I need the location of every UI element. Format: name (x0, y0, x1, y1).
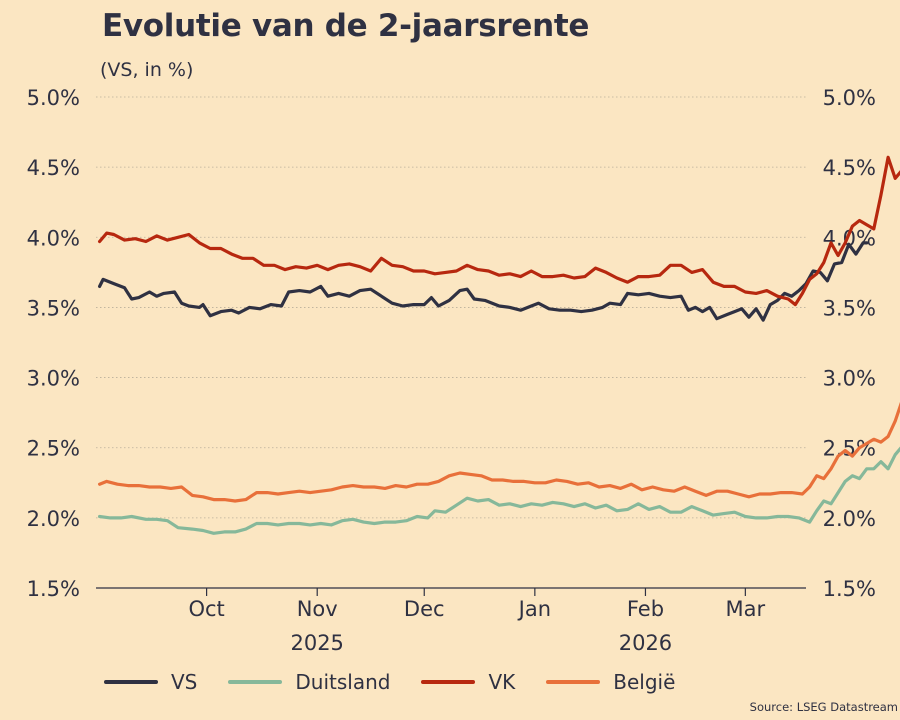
gridlines (96, 96, 806, 589)
x-year-label: 2026 (619, 631, 672, 655)
legend-item-vs: VS (104, 670, 197, 694)
y-tick-label-left: 3.0% (27, 367, 80, 391)
series-line-vs (98, 241, 869, 322)
y-tick-label-left: 4.5% (27, 156, 80, 180)
y-tick-label-left: 1.5% (27, 577, 80, 601)
x-axis: Oct Nov Dec Jan Feb Mar 2025 2026 (188, 588, 766, 655)
legend-swatch (104, 680, 158, 684)
legend-label: Duitsland (295, 670, 391, 694)
series-line-vk (98, 155, 900, 307)
y-tick-label-right: 2.5% (823, 437, 876, 461)
y-axis-right: 1.5%2.0%2.5%3.0%3.5%4.0%4.5%5.0% (823, 86, 876, 601)
y-tick-label-right: 3.0% (823, 367, 876, 391)
legend-swatch (421, 680, 476, 684)
chart-title: Evolutie van de 2-jaarsrente (102, 8, 590, 44)
legend-item-duitsland: Duitsland (228, 670, 390, 694)
y-tick-label-right: 2.0% (823, 507, 876, 531)
y-axis-left: 1.5% 2.0% 2.5% 3.0% 3.5% 4.0% 4.5% 5.0% (27, 86, 80, 601)
x-tick-label: Feb (627, 597, 664, 621)
legend-label: België (613, 670, 676, 694)
x-tick-label: Jan (517, 597, 551, 621)
y-tick-label-left: 2.5% (27, 437, 80, 461)
legend-swatch (228, 680, 283, 684)
y-tick-label-right: 5.0% (823, 86, 876, 110)
legend-item-vk: VK (421, 670, 515, 694)
series-line-belgi (98, 401, 900, 503)
x-tick-label: Dec (404, 597, 445, 621)
y-tick-label-left: 2.0% (27, 507, 80, 531)
x-tick-label: Nov (297, 597, 338, 621)
y-tick-label-right: 3.5% (823, 296, 876, 320)
y-tick-label-left: 4.0% (27, 226, 80, 250)
legend: VS Duitsland VK België (104, 670, 706, 694)
x-tick-label: Mar (726, 597, 766, 621)
chart-subtitle: (VS, in %) (100, 59, 194, 81)
y-tick-label-right: 4.5% (823, 156, 876, 180)
series-lines (98, 155, 900, 535)
legend-label: VK (488, 670, 516, 694)
legend-swatch (546, 680, 601, 684)
series-line-duitsland (98, 446, 900, 535)
y-tick-label-left: 3.5% (27, 296, 80, 320)
y-tick-label-right: 1.5% (823, 577, 876, 601)
x-year-label: 2025 (290, 631, 343, 655)
y-tick-label-left: 5.0% (27, 86, 80, 110)
x-tick-label: Oct (188, 597, 224, 621)
legend-item-belgie: België (546, 670, 675, 694)
source-note: Source: LSEG Datastream (749, 700, 898, 714)
legend-label: VS (171, 670, 198, 694)
